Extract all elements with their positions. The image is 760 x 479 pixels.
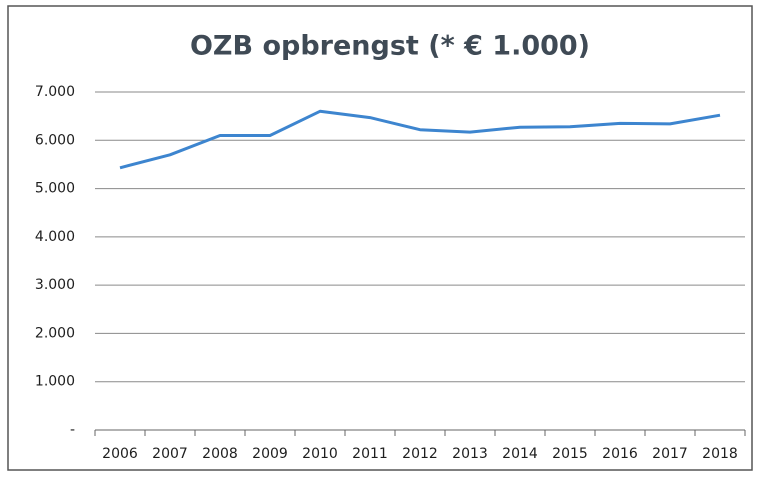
data-line — [119, 109, 721, 170]
x-tick-label: 2017 — [652, 446, 688, 462]
x-tick-label: 2018 — [702, 446, 738, 462]
y-tick-label: 6.000 — [35, 132, 75, 148]
x-tick-label: 2011 — [352, 446, 388, 462]
x-tick-label: 2014 — [502, 446, 538, 462]
x-tick-label: 2016 — [602, 446, 638, 462]
x-tick-label: 2010 — [302, 446, 338, 462]
chart-title: OZB opbrengst (* € 1.000) — [190, 31, 590, 62]
chart-frame — [7, 5, 753, 471]
y-tick-label: 2.000 — [35, 325, 75, 341]
y-tick-label: 7.000 — [35, 84, 75, 100]
x-tick-label: 2012 — [402, 446, 438, 462]
y-tick-label: 5.000 — [35, 181, 75, 197]
x-tick-label: 2015 — [552, 446, 588, 462]
x-tick-label: 2013 — [452, 446, 488, 462]
x-tick-label: 2008 — [202, 446, 238, 462]
x-tick-label: 2007 — [152, 446, 188, 462]
y-tick-label: 1.000 — [35, 374, 75, 390]
y-tick-label: - — [70, 422, 75, 438]
y-tick-label: 3.000 — [35, 277, 75, 293]
x-tick-label: 2009 — [252, 446, 288, 462]
y-tick-label: 4.000 — [35, 229, 75, 245]
x-tick-label: 2006 — [102, 446, 138, 462]
